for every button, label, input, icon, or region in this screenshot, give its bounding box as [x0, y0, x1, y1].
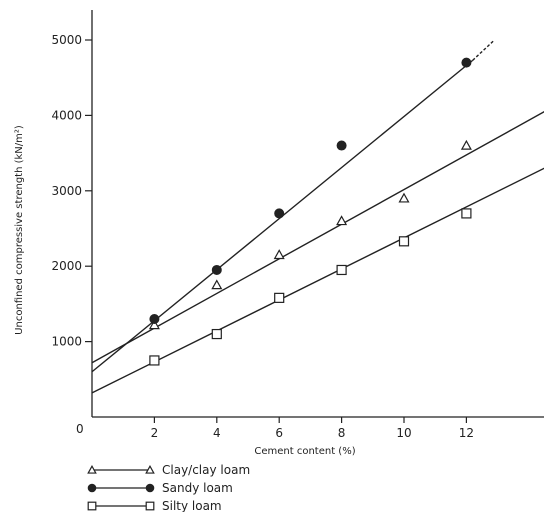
legend-marker: [87, 464, 97, 474]
fit-line-extension-sandy: [472, 39, 495, 61]
y-tick-label: 2000: [51, 259, 82, 273]
legend-marker: [145, 483, 155, 493]
x-axis-title: Cement content (%): [254, 446, 355, 457]
data-point-sandy: [274, 208, 285, 219]
legend-item-silty: Silty loam: [87, 499, 222, 512]
data-point-sandy: [149, 313, 160, 324]
y-tick-label: 3000: [51, 184, 82, 198]
data-point-clay: [148, 319, 160, 330]
x-tick-label: 12: [459, 426, 474, 440]
x-tick-label: 10: [396, 426, 411, 440]
legend-marker: [87, 483, 97, 493]
legend-marker: [145, 464, 155, 474]
y-axis: 1000 2000 3000 4000 5000: [51, 10, 93, 417]
legend-symbol-clay: [87, 464, 155, 474]
data-point-silty: [149, 355, 160, 366]
legend-marker: [87, 501, 97, 511]
y-tick-label: 1000: [51, 335, 82, 349]
data-point-silty: [211, 328, 222, 340]
fit-line-silty: [91, 167, 544, 394]
origin-label: 0: [76, 422, 84, 436]
y-tick-label: 4000: [51, 108, 82, 122]
x-tick-label: 6: [275, 426, 283, 440]
legend: Clay/clay loam Sandy loam Silty loam: [87, 463, 250, 512]
legend-marker: [145, 501, 155, 511]
data-point-clay: [460, 139, 472, 150]
x-tick-label: 2: [151, 426, 159, 440]
legend-symbol-silty: [87, 501, 155, 511]
y-tick-label: 5000: [51, 33, 82, 47]
legend-label-clay: Clay/clay loam: [162, 463, 250, 477]
x-tick-label: 8: [338, 426, 346, 440]
data-markers: [148, 57, 472, 366]
data-point-silty: [461, 208, 472, 219]
legend-label-silty: Silty loam: [162, 499, 222, 512]
data-point-silty: [274, 292, 285, 303]
data-point-clay: [273, 249, 285, 260]
x-axis: 2 4 6 8 10 12: [92, 416, 544, 440]
fit-lines: [91, 39, 544, 394]
legend-label-sandy: Sandy loam: [162, 481, 233, 495]
y-axis-title: Unconfined compressive strength (kN/m²): [14, 125, 25, 335]
legend-item-sandy: Sandy loam: [87, 481, 233, 495]
data-point-sandy: [336, 140, 347, 151]
data-point-clay: [398, 192, 410, 203]
x-tick-label: 4: [213, 426, 221, 440]
data-point-clay: [211, 279, 223, 290]
data-point-sandy: [461, 57, 472, 68]
fit-line-clay: [91, 111, 544, 364]
data-point-clay: [336, 215, 348, 226]
data-point-sandy: [211, 264, 222, 275]
legend-symbol-sandy: [87, 483, 155, 493]
data-point-silty: [398, 236, 410, 247]
data-point-silty: [336, 264, 347, 276]
legend-item-clay: Clay/clay loam: [87, 463, 250, 477]
